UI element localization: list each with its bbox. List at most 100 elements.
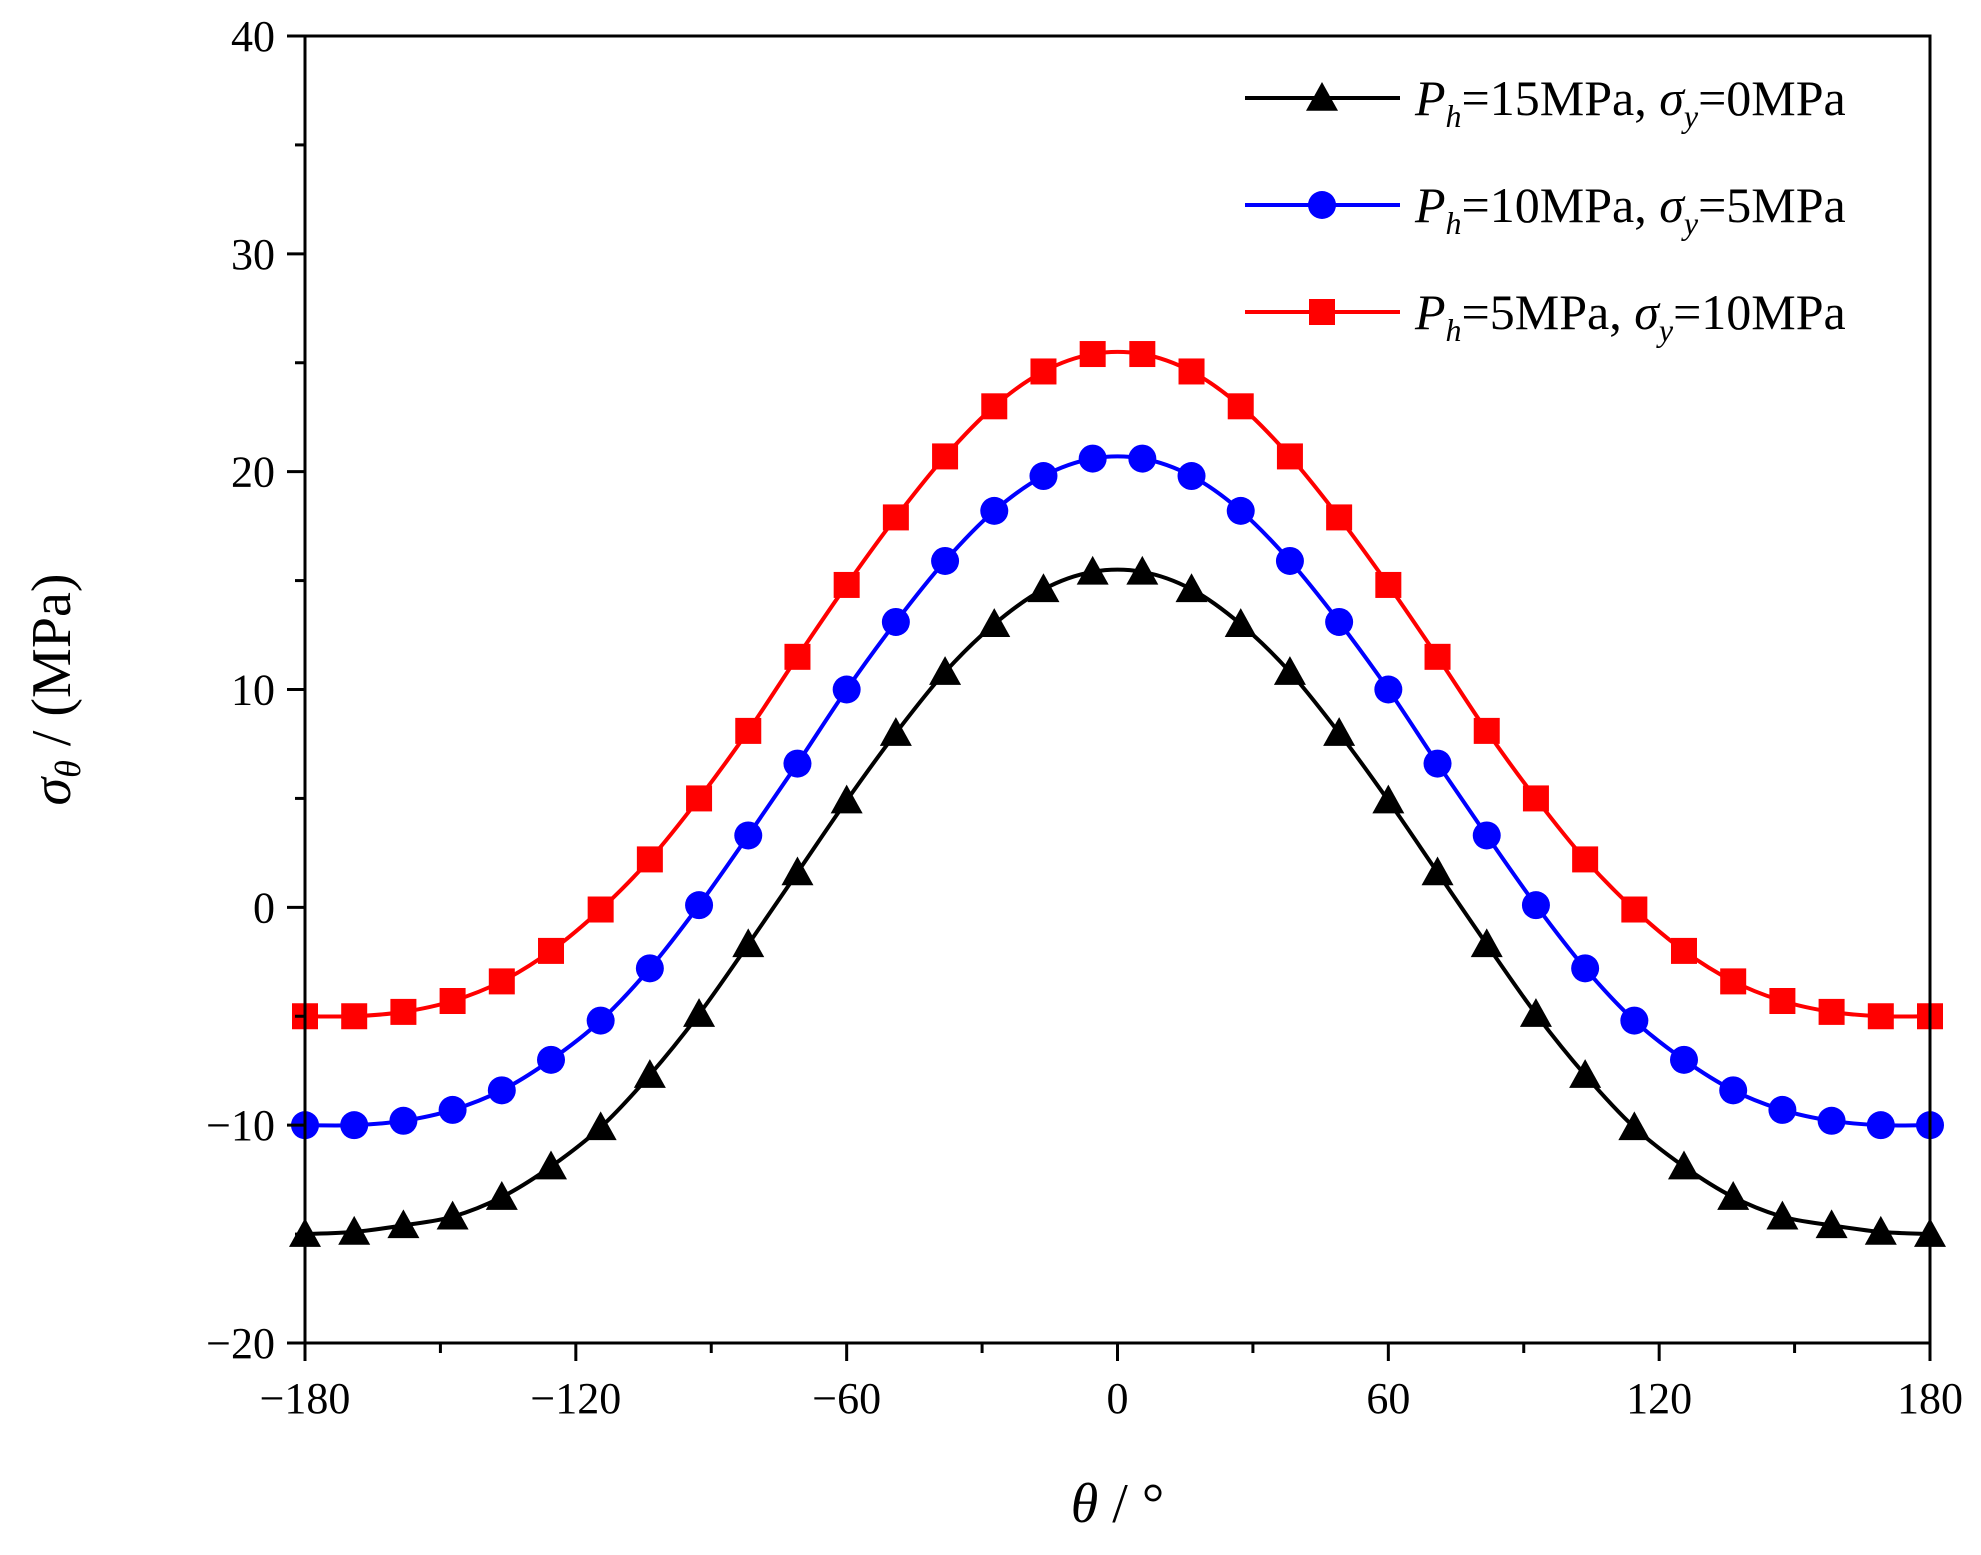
data-point — [538, 937, 565, 964]
data-point — [735, 717, 762, 744]
data-point — [1076, 555, 1109, 585]
data-point — [881, 607, 910, 636]
data-point — [1571, 954, 1600, 983]
x-axis-title: θ / ° — [1071, 1473, 1164, 1535]
data-point — [1620, 1006, 1649, 1035]
y-tick-label: 30 — [231, 230, 275, 279]
series-2 — [291, 444, 1944, 1140]
y-axis-separator: / — [21, 717, 83, 761]
data-point — [341, 1003, 368, 1030]
data-point — [981, 393, 1008, 420]
data-point — [1817, 1106, 1846, 1135]
x-axis-symbol: θ — [1071, 1473, 1099, 1535]
y-tick-label: 20 — [231, 448, 275, 497]
data-point — [931, 546, 960, 575]
legend-marker-3 — [1245, 299, 1400, 325]
data-point — [1569, 1059, 1602, 1088]
data-point — [1572, 846, 1599, 873]
data-point — [1866, 1111, 1895, 1140]
data-point — [587, 896, 614, 923]
data-point — [1522, 785, 1549, 812]
data-point — [1128, 444, 1157, 473]
series-2-line — [304, 454, 1931, 1128]
x-tick-label: 120 — [1626, 1374, 1692, 1423]
data-point — [683, 998, 716, 1027]
data-point — [485, 1181, 518, 1210]
data-point — [1027, 573, 1060, 603]
data-point — [1473, 717, 1500, 744]
data-point — [338, 1215, 371, 1245]
data-point — [1178, 358, 1205, 385]
data-point — [783, 749, 812, 778]
data-point — [1126, 555, 1159, 585]
legend-item-2: Ph=10MPa, σy=5MPa — [1245, 177, 1846, 241]
data-point — [1326, 504, 1353, 531]
y-tick-label: −20 — [206, 1319, 275, 1368]
y-tick-label: 40 — [231, 12, 275, 61]
series-layer — [289, 341, 1946, 1247]
x-tick-label: −60 — [812, 1374, 881, 1423]
data-point — [686, 785, 713, 812]
data-point — [1618, 1111, 1651, 1141]
data-point — [537, 1045, 566, 1074]
legend-item-3: Ph=5MPa, σy=10MPa — [1245, 284, 1846, 348]
data-point — [390, 998, 417, 1025]
legend-label-2: Ph=10MPa, σy=5MPa — [1414, 177, 1846, 241]
data-point — [1621, 896, 1648, 923]
data-point — [439, 988, 466, 1015]
data-point — [685, 891, 714, 920]
series-1-line — [304, 567, 1931, 1237]
data-point — [978, 608, 1011, 637]
data-point — [734, 821, 763, 850]
data-point — [1276, 443, 1303, 470]
data-point — [635, 954, 664, 983]
y-axis-subscript: θ — [48, 760, 88, 778]
x-tick-label: −180 — [260, 1374, 351, 1423]
data-point — [1766, 1200, 1799, 1230]
legend-symbol — [1308, 191, 1336, 219]
y-axis-symbol: σ — [21, 775, 83, 805]
data-point — [487, 1076, 516, 1105]
data-point — [1227, 393, 1254, 420]
data-point — [1815, 1209, 1848, 1239]
data-point — [1769, 988, 1796, 1015]
y-tick-label: 10 — [231, 666, 275, 715]
data-point — [980, 496, 1009, 525]
data-point — [633, 1059, 666, 1088]
data-point — [1224, 608, 1257, 637]
y-axis-title: σθ / (MPa) — [21, 574, 88, 806]
legend-label-1: Ph=15MPa, σy=0MPa — [1414, 70, 1846, 134]
data-point — [732, 928, 765, 958]
data-point — [1720, 968, 1747, 995]
x-axis-unit: ° — [1142, 1473, 1164, 1535]
data-point — [1323, 717, 1356, 746]
series-3 — [292, 341, 1943, 1030]
data-point — [1519, 998, 1552, 1027]
data-point — [929, 656, 962, 685]
data-point — [879, 717, 912, 746]
x-tick-label: −120 — [530, 1374, 621, 1423]
data-point — [1470, 928, 1503, 958]
data-point — [1521, 891, 1550, 920]
data-point — [1717, 1181, 1750, 1210]
data-point — [1078, 444, 1107, 473]
data-point — [1029, 462, 1058, 491]
data-point — [830, 784, 863, 814]
data-point — [1275, 546, 1304, 575]
data-point — [1423, 749, 1452, 778]
data-point — [436, 1200, 469, 1230]
y-axis-unit: (MPa) — [21, 574, 83, 717]
data-point — [1864, 1215, 1897, 1245]
data-point — [882, 504, 909, 531]
legend-item-1: Ph=15MPa, σy=0MPa — [1245, 70, 1846, 134]
data-point — [1374, 675, 1403, 704]
data-point — [636, 846, 663, 873]
tick-labels-layer: −180 −120 −60 0 60 120 180 −20 −10 0 10 20 30 40 — [206, 12, 1963, 1423]
data-point — [784, 643, 811, 670]
data-point — [387, 1209, 420, 1239]
data-point — [586, 1006, 615, 1035]
data-point — [1669, 1045, 1698, 1074]
x-tick-label: 60 — [1366, 1374, 1410, 1423]
data-point — [1719, 1076, 1748, 1105]
data-point — [584, 1111, 617, 1141]
